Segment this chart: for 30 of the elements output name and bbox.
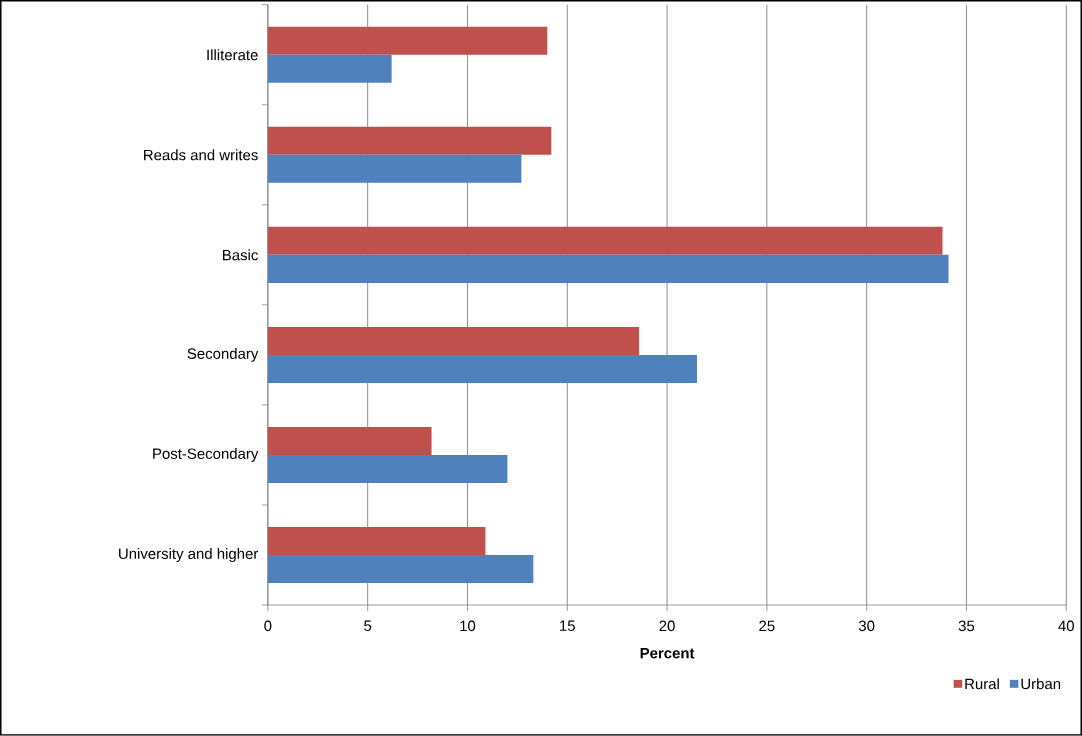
x-tick-label: 30 — [858, 620, 875, 632]
y-tick-label: Reads and writes — [144, 149, 258, 161]
bar — [267, 226, 943, 255]
bar — [267, 455, 508, 484]
bar — [267, 555, 534, 584]
x-tick-label: 5 — [364, 620, 372, 632]
x-tick-label: 40 — [1058, 620, 1074, 632]
y-tick-label: University and higher — [119, 548, 259, 563]
bar — [267, 427, 432, 456]
y-tick-label: Post-Secondary — [153, 448, 259, 462]
bar — [267, 126, 552, 155]
y-tick-label: Illiterate — [207, 49, 258, 61]
bar — [267, 26, 548, 55]
legend-label: Urban — [1021, 678, 1061, 690]
x-tick-label: 0 — [264, 620, 272, 632]
x-tick-label: 35 — [958, 620, 975, 632]
bar — [267, 154, 522, 183]
bar — [267, 326, 640, 355]
x-tick-label: 25 — [759, 620, 775, 632]
x-tick-label: 20 — [659, 620, 675, 632]
legend-label: Rural — [965, 678, 999, 690]
x-axis-title: Percent — [640, 648, 695, 659]
bar — [267, 527, 486, 556]
bar — [267, 354, 698, 383]
x-tick-label: 10 — [460, 620, 476, 632]
bar — [267, 54, 392, 83]
bar — [267, 254, 949, 283]
y-tick-label: Basic — [223, 249, 258, 261]
y-tick-label: Secondary — [187, 348, 259, 362]
x-tick-label: 15 — [560, 620, 575, 632]
